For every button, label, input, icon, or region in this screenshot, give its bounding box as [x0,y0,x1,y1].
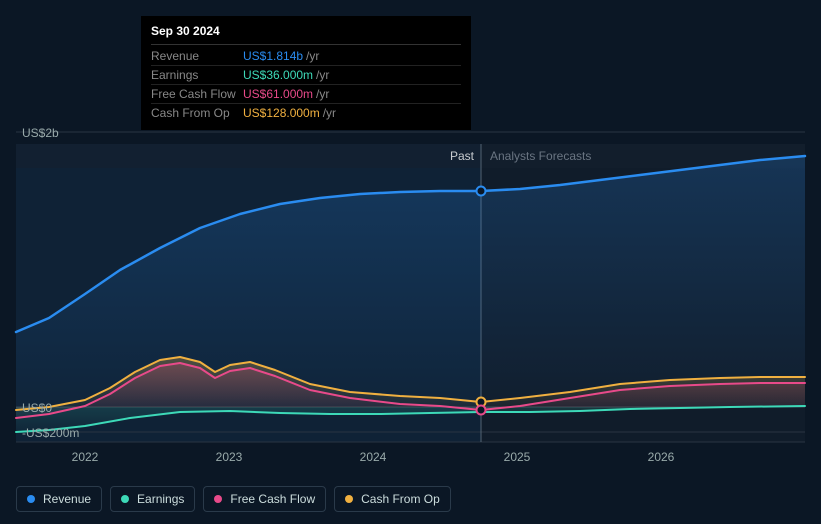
legend-item-earnings[interactable]: Earnings [110,486,195,512]
legend-dot-icon [345,495,353,503]
legend-item-label: Cash From Op [361,492,440,506]
tooltip-row-label: Earnings [151,68,243,82]
forecast-region-label: Analysts Forecasts [490,149,591,163]
x-axis-tick-label: 2025 [504,450,531,464]
legend-item-label: Revenue [43,492,91,506]
past-region-label: Past [450,149,474,163]
legend-dot-icon [214,495,222,503]
tooltip-row-value: US$128.000m [243,106,320,120]
tooltip-row: Free Cash FlowUS$61.000m/yr [151,85,461,104]
x-axis-labels: 2022 2023 2024 2025 2026 [0,450,821,470]
tooltip-row-value: US$61.000m [243,87,313,101]
financials-chart: Past Analysts Forecasts US$2b US$0 -US$200… [0,0,821,524]
tooltip-row-label: Revenue [151,49,243,63]
legend-dot-icon [27,495,35,503]
y-axis-tick-label: US$2b [22,126,59,140]
legend-item-free_cash_flow[interactable]: Free Cash Flow [203,486,326,512]
x-axis-tick-label: 2023 [216,450,243,464]
chart-tooltip: Sep 30 2024 RevenueUS$1.814b/yrEarningsU… [141,16,471,130]
tooltip-row-unit: /yr [316,87,329,101]
chart-legend: Revenue Earnings Free Cash Flow Cash From O… [16,486,451,512]
tooltip-row-unit: /yr [306,49,319,63]
legend-item-cash_from_op[interactable]: Cash From Op [334,486,451,512]
legend-item-revenue[interactable]: Revenue [16,486,102,512]
legend-item-label: Free Cash Flow [230,492,315,506]
tooltip-row-value: US$1.814b [243,49,303,63]
tooltip-row-unit: /yr [316,68,329,82]
tooltip-row-label: Cash From Op [151,106,243,120]
legend-item-label: Earnings [137,492,184,506]
y-axis-tick-label: -US$200m [22,426,79,440]
tooltip-row: EarningsUS$36.000m/yr [151,66,461,85]
legend-dot-icon [121,495,129,503]
x-axis-tick-label: 2026 [648,450,675,464]
tooltip-row-label: Free Cash Flow [151,87,243,101]
y-axis-tick-label: US$0 [22,401,52,415]
tooltip-row: RevenueUS$1.814b/yr [151,47,461,66]
x-axis-tick-label: 2024 [360,450,387,464]
tooltip-row-unit: /yr [323,106,336,120]
tooltip-date: Sep 30 2024 [151,24,461,45]
tooltip-row: Cash From OpUS$128.000m/yr [151,104,461,122]
tooltip-row-value: US$36.000m [243,68,313,82]
x-axis-tick-label: 2022 [72,450,99,464]
